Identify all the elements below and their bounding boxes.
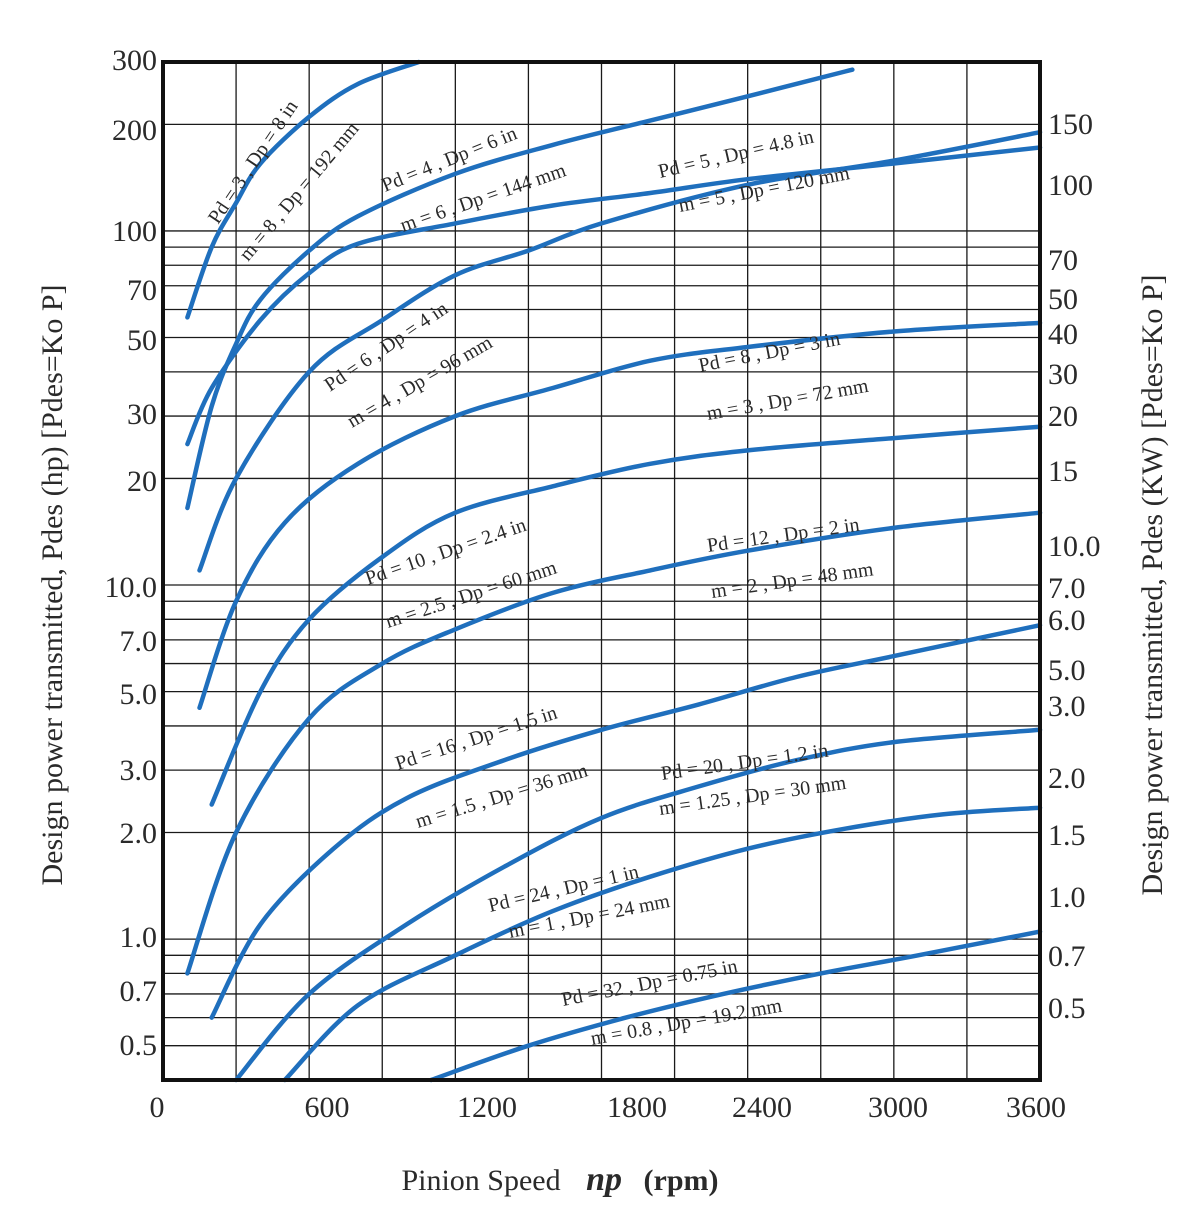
y-tick-label-right: 1.0 xyxy=(1048,881,1086,914)
y-tick-label-right: 3.0 xyxy=(1048,690,1086,723)
y-tick-label-right: 150 xyxy=(1048,108,1093,141)
y-tick-label-left: 2.0 xyxy=(120,817,158,850)
y-axis-title-right: Design power transmitted, Pdes (KW) [Pde… xyxy=(1136,275,1169,896)
y-tick-label-right: 5.0 xyxy=(1048,654,1086,687)
series-line-5 xyxy=(197,320,1043,711)
series-line-1 xyxy=(185,59,422,320)
grid-layer xyxy=(163,62,1040,1080)
series-label-8-inch: Pd = 16 , Dp = 1.5 in xyxy=(393,702,560,775)
y-tick-label-left: 70 xyxy=(127,274,157,307)
y-tick-label-right: 100 xyxy=(1048,169,1093,202)
y-tick-label-left: 10.0 xyxy=(105,571,158,604)
series-label-7-metric: m = 2 , Dp = 48 mm xyxy=(710,558,876,603)
y-tick-label-right: 2.0 xyxy=(1048,762,1086,795)
y-tick-label-right: 1.5 xyxy=(1048,819,1086,852)
x-tick-label: 1200 xyxy=(457,1091,517,1124)
x-axis-title-prefix: Pinion Speed xyxy=(401,1164,560,1197)
series-line-11 xyxy=(428,929,1043,1083)
x-tick-label: 2400 xyxy=(732,1091,792,1124)
plot-frame xyxy=(161,60,1042,1082)
series-line-4 xyxy=(185,145,1043,447)
x-axis-title-symbol: np xyxy=(586,1161,622,1198)
y-tick-label-right: 0.5 xyxy=(1048,992,1086,1025)
y-tick-label-right: 30 xyxy=(1048,358,1078,391)
x-tick-label: 3000 xyxy=(868,1091,928,1124)
series-label-5-metric: m = 3 , Dp = 72 mm xyxy=(705,375,870,425)
y-tick-label-left: 7.0 xyxy=(120,625,158,658)
x-tick-label: 0 xyxy=(150,1091,165,1124)
y-tick-label-left: 30 xyxy=(127,398,157,431)
y-tick-label-left: 1.0 xyxy=(120,921,158,954)
x-tick-label: 3600 xyxy=(1006,1091,1066,1124)
series-label-11-inch: Pd = 32 , Dp = 0.75 in xyxy=(560,955,740,1011)
y-tick-label-right: 10.0 xyxy=(1048,530,1101,563)
curve-layer xyxy=(185,59,1043,1083)
y-tick-label-left: 20 xyxy=(127,465,157,498)
series-line-10 xyxy=(282,805,1043,1083)
series-line-9 xyxy=(233,727,1043,1083)
series-label-7-inch: Pd = 12 , Dp = 2 in xyxy=(706,514,861,557)
y-tick-label-right: 70 xyxy=(1048,244,1078,277)
tick-layer: 0 600 1200 1800 2400 3000 3600 300 200 100 70 50 30 2… xyxy=(105,44,1101,1124)
y-tick-label-left: 3.0 xyxy=(120,754,158,787)
y-tick-label-left: 50 xyxy=(127,324,157,357)
y-tick-label-left: 200 xyxy=(112,114,157,147)
x-tick-label: 600 xyxy=(305,1091,350,1124)
y-tick-label-left: 300 xyxy=(112,44,157,77)
y-axis-title-left: Design power transmitted, Pdes (hp) [Pde… xyxy=(36,284,69,885)
series-line-7 xyxy=(185,510,1043,976)
y-tick-label-right: 20 xyxy=(1048,400,1078,433)
curve-label-layer: Pd = 3 , Dp = 8 inm = 8 , Dp = 192 mm Pd … xyxy=(204,96,875,1050)
y-tick-label-right: 15 xyxy=(1048,455,1078,488)
x-axis-title: Pinion Speed np (rpm) xyxy=(401,1161,718,1198)
y-tick-label-left: 0.5 xyxy=(120,1029,158,1062)
y-tick-label-left: 5.0 xyxy=(120,678,158,711)
y-tick-label-right: 0.7 xyxy=(1048,940,1086,973)
y-tick-label-right: 7.0 xyxy=(1048,572,1086,605)
series-line-2 xyxy=(185,67,855,511)
y-tick-label-right: 50 xyxy=(1048,283,1078,316)
series-line-6 xyxy=(209,424,1043,807)
y-tick-label-right: 6.0 xyxy=(1048,604,1086,637)
y-tick-label-right: 40 xyxy=(1048,318,1078,351)
y-tick-label-left: 0.7 xyxy=(120,975,158,1008)
x-axis-title-unit: (rpm) xyxy=(644,1164,719,1197)
x-tick-label: 1800 xyxy=(607,1091,667,1124)
series-line-8 xyxy=(209,622,1043,1020)
y-tick-label-left: 100 xyxy=(112,215,157,248)
